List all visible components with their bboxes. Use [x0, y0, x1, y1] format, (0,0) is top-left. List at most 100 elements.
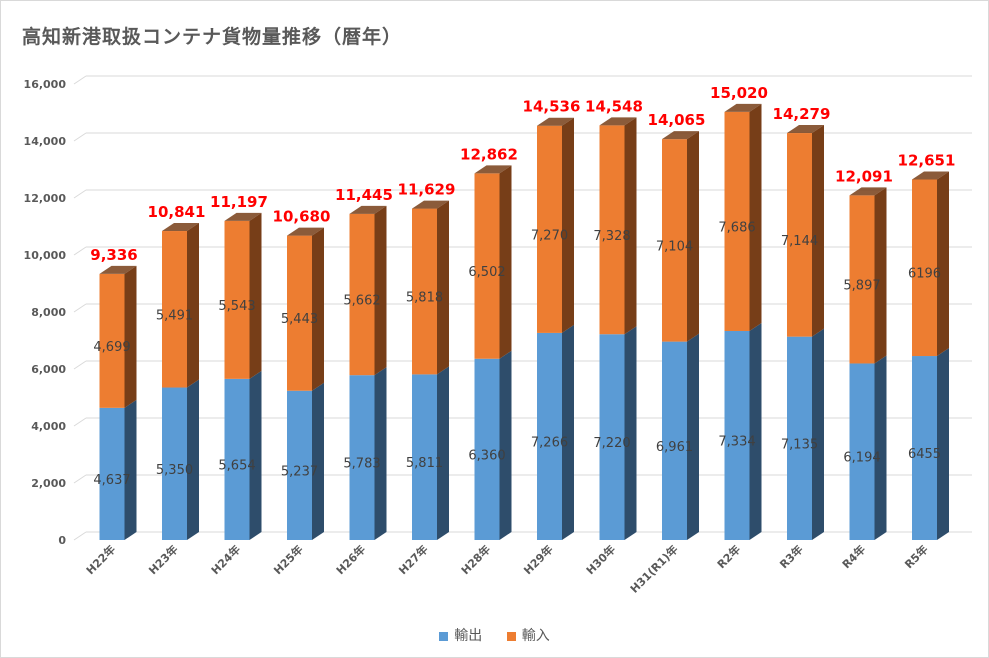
bar-top: [349, 205, 387, 214]
bar-group: 5,811 5,818 11,629 H27年: [396, 181, 456, 578]
total-label: 14,536: [523, 98, 581, 116]
data-label-import: 5,443: [281, 312, 318, 327]
bar-side-export: [562, 324, 574, 540]
x-tick-label: H23年: [146, 542, 181, 577]
bar-group: 6,194 5,897 12,091 R4年: [835, 167, 893, 571]
x-tick-label: R4年: [839, 542, 868, 571]
x-tick-label: H31(R1)年: [627, 542, 681, 596]
data-label-export: 5,237: [281, 464, 318, 479]
bar-side-export: [624, 326, 637, 540]
data-label-import: 5,818: [406, 290, 443, 305]
bar-segment-import: [787, 133, 812, 337]
bar-side-import: [749, 103, 762, 331]
x-tick-label: R5年: [902, 542, 931, 571]
bar-top: [474, 165, 512, 174]
x-tick-label: H30年: [583, 542, 618, 577]
data-label-import: 7,270: [531, 228, 568, 243]
bar-segment-import: [412, 208, 437, 375]
data-label-import: 5,897: [843, 278, 880, 293]
gridline-depth: [73, 132, 87, 142]
bar-side-import: [437, 200, 449, 375]
bar-top: [537, 117, 574, 126]
chart-title: 高知新港取扱コンテナ貨物量推移（暦年）: [22, 26, 403, 48]
bar-segment-export: [224, 378, 250, 540]
bar-segment-import: [662, 139, 687, 342]
data-label-export: 7,135: [781, 437, 818, 452]
bar-side-export: [499, 350, 512, 540]
bar-side-import: [687, 131, 699, 342]
bar-segment-export: [912, 356, 937, 540]
x-tick-label: H29年: [521, 542, 556, 577]
data-label-import: 4,699: [93, 340, 130, 355]
data-label-export: 4,637: [93, 473, 130, 488]
data-label-export: 7,334: [718, 434, 755, 449]
bar-segment-export: [349, 375, 375, 540]
bar-top: [849, 187, 887, 196]
bar-top: [599, 117, 637, 126]
data-label-import: 5,662: [343, 294, 380, 309]
bar-segment-import: [912, 179, 937, 357]
bar-segment-import: [724, 111, 750, 331]
x-tick-label: H27年: [396, 542, 431, 577]
x-tick-label: H22年: [83, 542, 118, 577]
total-label: 11,629: [398, 181, 456, 199]
bar-top: [787, 125, 824, 134]
bar-top: [287, 227, 324, 236]
bar-group: 5,654 5,543 11,197 H24年: [208, 193, 268, 577]
total-label: 12,091: [835, 167, 893, 185]
bar-side-export: [437, 366, 449, 540]
bar-side-import: [812, 125, 824, 337]
bar-segment-export: [412, 374, 437, 540]
gridline-depth: [73, 75, 87, 85]
x-tick-label: H25年: [271, 542, 306, 577]
bar-group: 4,637 4,699 9,336 H22年: [83, 246, 138, 577]
data-label-import: 7,144: [781, 234, 818, 249]
bar-side-import: [374, 205, 387, 376]
bar-segment-export: [724, 330, 750, 540]
bar-segment-export: [537, 332, 562, 540]
bar-group: 7,135 7,144 14,279 R3年: [773, 105, 831, 571]
x-tick-label: H28年: [458, 542, 493, 577]
bar-segment-export: [787, 336, 812, 540]
bar-side-import: [499, 165, 512, 359]
bar-side-export: [749, 322, 762, 540]
legend-label-export: 輸出: [454, 628, 483, 644]
bar-group: 6455 6196 12,651 R5年: [898, 151, 956, 571]
data-label-export: 6,360: [468, 448, 505, 463]
total-label: 11,445: [335, 186, 393, 204]
total-label: 14,065: [648, 111, 706, 129]
bar-segment-import: [162, 231, 187, 388]
total-label: 10,680: [273, 208, 331, 226]
bar-side-import: [124, 265, 137, 408]
gridline-depth: [73, 189, 87, 199]
y-tick-label: 14,000: [24, 135, 67, 148]
bar-segment-export: [599, 334, 625, 540]
bar-top: [724, 103, 762, 112]
bar-segment-import: [287, 235, 312, 391]
x-tick-label: R3年: [777, 542, 806, 571]
bar-side-export: [312, 382, 324, 540]
data-label-import: 7,686: [718, 220, 755, 235]
data-label-import: 7,104: [656, 239, 693, 254]
bar-segment-export: [849, 363, 875, 540]
y-tick-label: 8,000: [31, 306, 66, 319]
bar-segment-import: [224, 220, 250, 379]
total-label: 15,020: [710, 84, 768, 102]
y-tick-label: 0: [58, 534, 66, 547]
bar-top: [224, 212, 262, 221]
x-tick-label: H24年: [208, 542, 243, 577]
data-label-export: 5,811: [406, 456, 443, 471]
data-label-export: 7,220: [593, 436, 630, 451]
y-tick-label: 4,000: [31, 420, 66, 433]
total-label: 11,197: [210, 193, 268, 211]
data-label-export: 5,654: [218, 458, 255, 473]
bar-segment-import: [537, 125, 562, 333]
gridline-depth: [73, 417, 87, 427]
total-label: 14,279: [773, 105, 831, 123]
bar-top: [162, 223, 199, 232]
data-label-export: 5,783: [343, 457, 380, 472]
legend-item-export: 輸出: [439, 625, 482, 645]
gridline-depth: [73, 474, 87, 484]
bar-side-import: [937, 171, 949, 357]
bar-segment-import: [599, 125, 625, 335]
